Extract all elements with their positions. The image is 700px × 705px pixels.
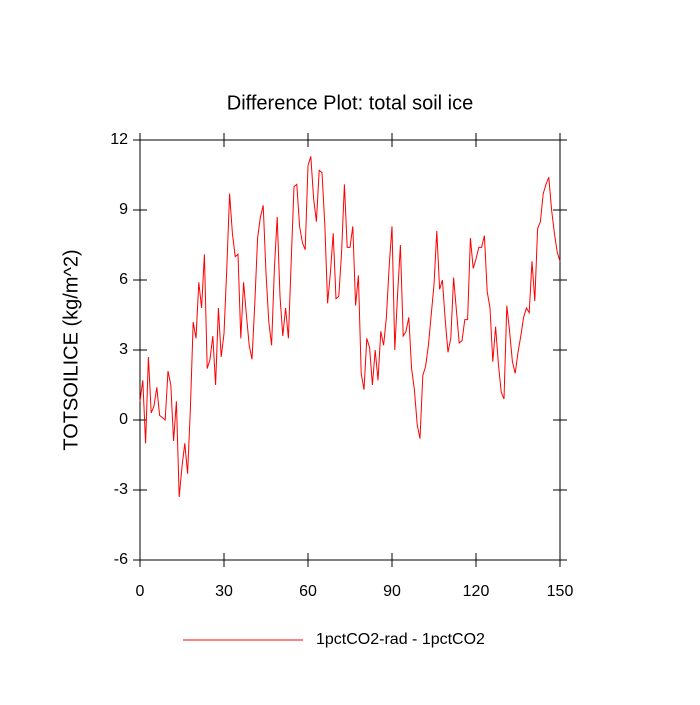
y-tick-label: 9 [119, 201, 128, 218]
data-line [139, 156, 561, 498]
x-tick-label: 0 [136, 583, 145, 600]
chart-title: Difference Plot: total soil ice [227, 92, 473, 114]
x-tick-label: 60 [299, 583, 317, 600]
x-tick-label: 150 [547, 583, 574, 600]
legend-label: 1pctCO2-rad - 1pctCO2 [316, 631, 485, 648]
y-axis-label: TOTSOILICE (kg/m^2) [60, 249, 82, 450]
x-tick-label: 30 [215, 583, 233, 600]
x-tick-label: 120 [463, 583, 490, 600]
y-tick-label: 6 [119, 271, 128, 288]
y-tick-label: 0 [119, 411, 128, 428]
y-tick-label: 3 [119, 341, 128, 358]
y-tick-label: 12 [110, 131, 128, 148]
y-tick-label: -6 [114, 551, 128, 568]
x-tick-label: 90 [383, 583, 401, 600]
y-tick-label: -3 [114, 481, 128, 498]
